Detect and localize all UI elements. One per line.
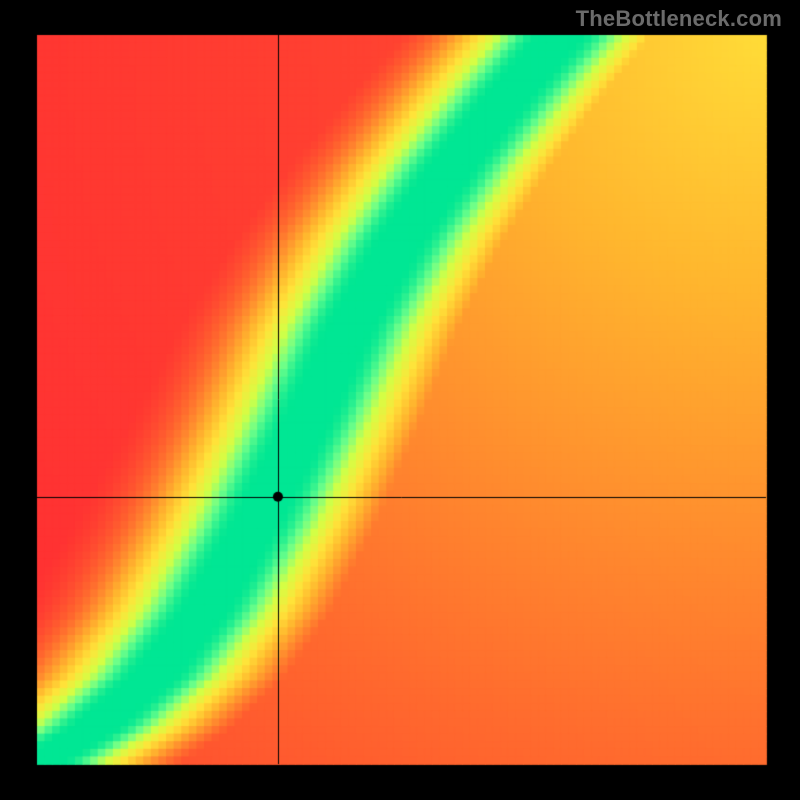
- watermark-text: TheBottleneck.com: [576, 6, 782, 32]
- chart-container: TheBottleneck.com: [0, 0, 800, 800]
- heatmap-canvas: [0, 0, 800, 800]
